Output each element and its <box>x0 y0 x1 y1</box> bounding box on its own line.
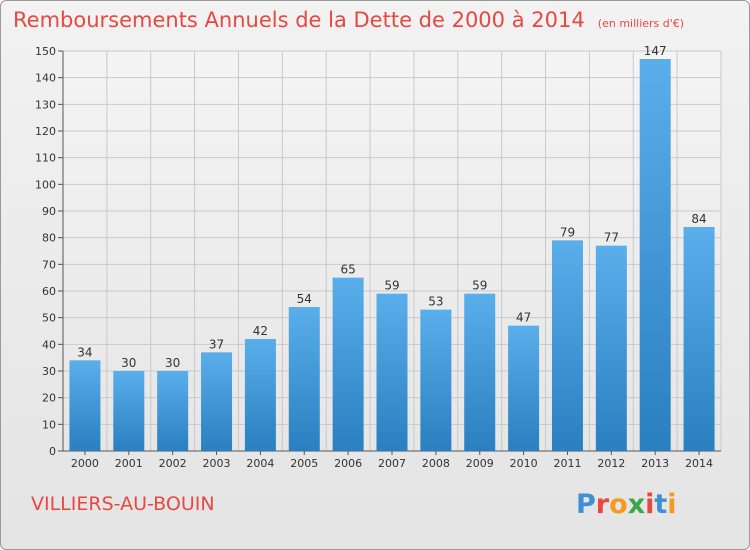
logo-letter: o <box>609 489 628 520</box>
x-tick-label: 2007 <box>378 457 406 470</box>
bar-2013 <box>639 59 671 451</box>
data-label: 147 <box>644 44 667 58</box>
data-label: 77 <box>604 231 619 245</box>
y-tick-label: 130 <box>35 98 56 111</box>
bar-2002 <box>157 371 189 451</box>
y-tick-label: 80 <box>42 232 56 245</box>
bar-2011 <box>551 240 583 451</box>
x-tick-label: 2008 <box>422 457 450 470</box>
x-tick-label: 2001 <box>115 457 143 470</box>
bar-2006 <box>332 277 364 451</box>
data-label: 34 <box>77 345 92 359</box>
data-label: 30 <box>165 356 180 370</box>
bar-2008 <box>420 309 452 451</box>
logo-letter: t <box>654 489 668 520</box>
data-label: 54 <box>297 292 312 306</box>
tick-labels: 0 10 20 30 40 50 60 70 80 90 100 110 120 130 140 150 200… <box>35 45 713 470</box>
chart-header: Remboursements Annuels de la Dette de 20… <box>13 8 684 32</box>
bar-2003 <box>201 352 233 451</box>
data-label: 79 <box>560 225 575 239</box>
x-tick-label: 2005 <box>290 457 318 470</box>
x-tick-label: 2003 <box>203 457 231 470</box>
commune-name: VILLIERS-AU-BOUIN <box>31 493 215 515</box>
logo-letter: x <box>627 489 646 520</box>
bar-2012 <box>595 245 627 451</box>
logo-letter: i <box>667 489 677 520</box>
y-tick-label: 90 <box>42 205 56 218</box>
bar-2000 <box>69 360 101 451</box>
x-tick-label: 2011 <box>553 457 581 470</box>
data-label: 65 <box>340 263 355 277</box>
bar-2010 <box>508 325 540 451</box>
y-tick-label: 50 <box>42 312 56 325</box>
y-tick-label: 150 <box>35 45 56 58</box>
y-tick-label: 40 <box>42 338 56 351</box>
data-label: 30 <box>121 356 136 370</box>
proxiti-logo[interactable]: Proxiti <box>576 489 677 520</box>
bar-2009 <box>464 293 496 451</box>
y-tick-label: 60 <box>42 285 56 298</box>
y-tick-label: 20 <box>42 392 56 405</box>
data-label: 59 <box>384 279 399 293</box>
x-tick-label: 2000 <box>71 457 99 470</box>
bar-2001 <box>113 371 145 451</box>
data-label: 53 <box>428 295 443 309</box>
chart-unit: (en milliers d'€) <box>597 17 685 30</box>
bars <box>69 59 715 451</box>
chart-title: Remboursements Annuels de la Dette de 20… <box>13 8 585 32</box>
y-tick-label: 10 <box>42 418 56 431</box>
data-label: 84 <box>691 212 706 226</box>
data-label: 59 <box>472 279 487 293</box>
data-label: 42 <box>253 324 268 338</box>
data-label: 37 <box>209 337 224 351</box>
x-tick-label: 2012 <box>597 457 625 470</box>
logo-letter: i <box>645 489 655 520</box>
data-label: 47 <box>516 311 531 325</box>
bar-2014 <box>683 227 715 451</box>
y-tick-label: 100 <box>35 178 56 191</box>
x-tick-label: 2014 <box>685 457 713 470</box>
x-tick-label: 2004 <box>246 457 274 470</box>
y-tick-label: 30 <box>42 365 56 378</box>
x-tick-label: 2002 <box>159 457 187 470</box>
y-tick-label: 140 <box>35 72 56 85</box>
x-tick-label: 2009 <box>466 457 494 470</box>
x-tick-label: 2010 <box>510 457 538 470</box>
logo-letter: r <box>595 489 610 520</box>
x-tick-label: 2013 <box>641 457 669 470</box>
y-tick-label: 110 <box>35 152 56 165</box>
bar-2004 <box>244 339 276 451</box>
y-tick-label: 120 <box>35 125 56 138</box>
y-tick-label: 70 <box>42 258 56 271</box>
x-tick-label: 2006 <box>334 457 362 470</box>
y-tick-label: 0 <box>49 445 56 458</box>
logo-letter: P <box>576 489 596 520</box>
data-labels: 34 30 30 37 42 54 65 59 53 59 47 79 77 147 84 <box>77 44 706 370</box>
bar-2005 <box>288 307 320 451</box>
bar-2007 <box>376 293 408 451</box>
